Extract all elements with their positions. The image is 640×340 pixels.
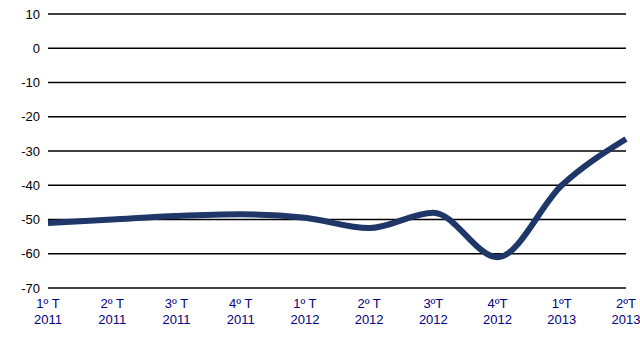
svg-text:-50: -50 (21, 212, 40, 227)
svg-text:4º T2011: 4º T2011 (227, 296, 255, 327)
svg-text:-10: -10 (21, 75, 40, 90)
svg-text:-70: -70 (21, 281, 40, 296)
svg-text:1º T2011: 1º T2011 (34, 296, 62, 327)
svg-text:2ºT2013: 2ºT2013 (612, 296, 640, 327)
svg-text:2º T2011: 2º T2011 (98, 296, 126, 327)
svg-text:-30: -30 (21, 144, 40, 159)
svg-text:3º T2011: 3º T2011 (162, 296, 190, 327)
svg-text:1ºT2013: 1ºT2013 (547, 296, 576, 327)
svg-text:1º T2012: 1º T2012 (290, 296, 319, 327)
svg-text:-60: -60 (21, 246, 40, 261)
svg-text:-20: -20 (21, 109, 40, 124)
svg-text:4ºT2012: 4ºT2012 (483, 296, 512, 327)
svg-text:10: 10 (26, 7, 40, 22)
svg-text:3ºT2012: 3ºT2012 (419, 296, 448, 327)
svg-text:0: 0 (33, 41, 40, 56)
svg-text:2º T2012: 2º T2012 (355, 296, 384, 327)
svg-text:-40: -40 (21, 178, 40, 193)
